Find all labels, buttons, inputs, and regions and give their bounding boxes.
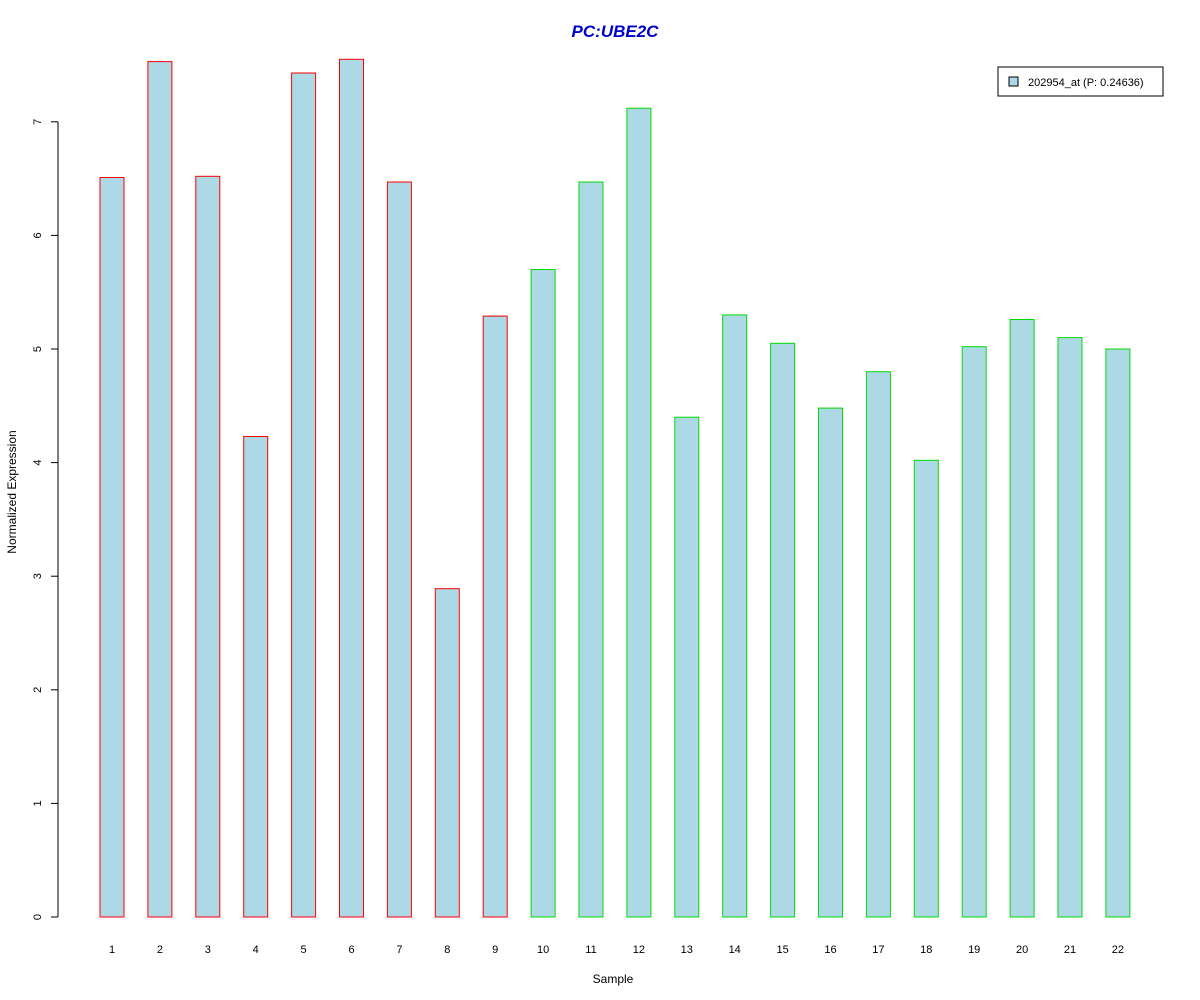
bar-sample-2 [147, 61, 173, 918]
bar-sample-19 [961, 346, 987, 918]
y-axis-label: Normalized Expression [5, 430, 19, 553]
bar-sample-16 [818, 407, 843, 918]
bar-sample-3 [195, 175, 221, 918]
x-tick-label: 1 [109, 944, 115, 956]
bar-sample-6 [339, 58, 364, 918]
legend-box [997, 66, 1164, 97]
x-tick-label: 8 [444, 944, 450, 956]
x-tick-label: 20 [1016, 944, 1028, 956]
x-tick-label: 17 [872, 944, 884, 956]
x-tick-label: 13 [681, 944, 693, 956]
bar-sample-5 [291, 72, 317, 918]
bar-sample-9 [482, 315, 508, 918]
bar-sample-18 [913, 459, 939, 918]
bar-sample-7 [386, 181, 412, 918]
x-tick-label: 18 [920, 944, 932, 956]
x-tick-label: 19 [968, 944, 980, 956]
bar-sample-10 [530, 269, 556, 918]
x-tick-labels: 1 2 3 4 5 6 7 8 9 10 11 12 13 14 15 16 17 18 19 20 21 22 [109, 944, 1124, 956]
y-tick-label: 2 [32, 687, 44, 693]
x-tick-label: 10 [537, 944, 549, 956]
bar-sample-21 [1057, 337, 1083, 918]
bar-sample-15 [770, 342, 796, 918]
chart-title: PC:UBE2C [572, 22, 660, 41]
y-tick-label: 1 [32, 800, 44, 806]
bar-sample-11 [578, 181, 604, 918]
legend-swatch [1008, 76, 1019, 87]
bar-sample-1 [99, 177, 125, 918]
bar-sample-4 [243, 436, 269, 918]
x-tick-label: 6 [348, 944, 354, 956]
bar-sample-12 [626, 107, 652, 918]
x-tick-label: 11 [585, 944, 596, 956]
x-tick-label: 21 [1064, 944, 1076, 956]
y-tick-label: 0 [32, 914, 44, 920]
y-tick-label: 3 [32, 573, 44, 579]
legend-label: 202954_at (P: 0.24636) [1028, 77, 1144, 89]
bar-sample-13 [674, 416, 700, 918]
bar-sample-22 [1105, 348, 1131, 918]
x-tick-label: 9 [492, 944, 498, 956]
x-tick-label: 12 [633, 944, 645, 956]
x-tick-label: 14 [729, 944, 741, 956]
bar-sample-14 [722, 314, 748, 918]
y-tick-label: 6 [32, 232, 44, 238]
x-tick-label: 3 [205, 944, 211, 956]
x-tick-label: 16 [824, 944, 836, 956]
y-tick-label: 4 [32, 460, 44, 466]
y-axis: 0 1 2 3 4 5 6 7 [32, 119, 59, 920]
bar-sample-8 [434, 588, 460, 918]
y-tick-label: 5 [32, 346, 44, 352]
bar-sample-20 [1009, 319, 1035, 918]
y-tick-label: 7 [32, 119, 44, 125]
legend: 202954_at (P: 0.24636) [997, 66, 1164, 97]
x-tick-label: 2 [157, 944, 163, 956]
x-tick-label: 7 [396, 944, 402, 956]
bars [99, 58, 1131, 918]
bar-sample-17 [865, 371, 891, 918]
x-axis-label: Sample [593, 972, 634, 986]
x-tick-label: 22 [1112, 944, 1124, 956]
x-tick-label: 4 [253, 944, 259, 956]
x-tick-label: 5 [301, 944, 307, 956]
x-tick-label: 15 [776, 944, 788, 956]
